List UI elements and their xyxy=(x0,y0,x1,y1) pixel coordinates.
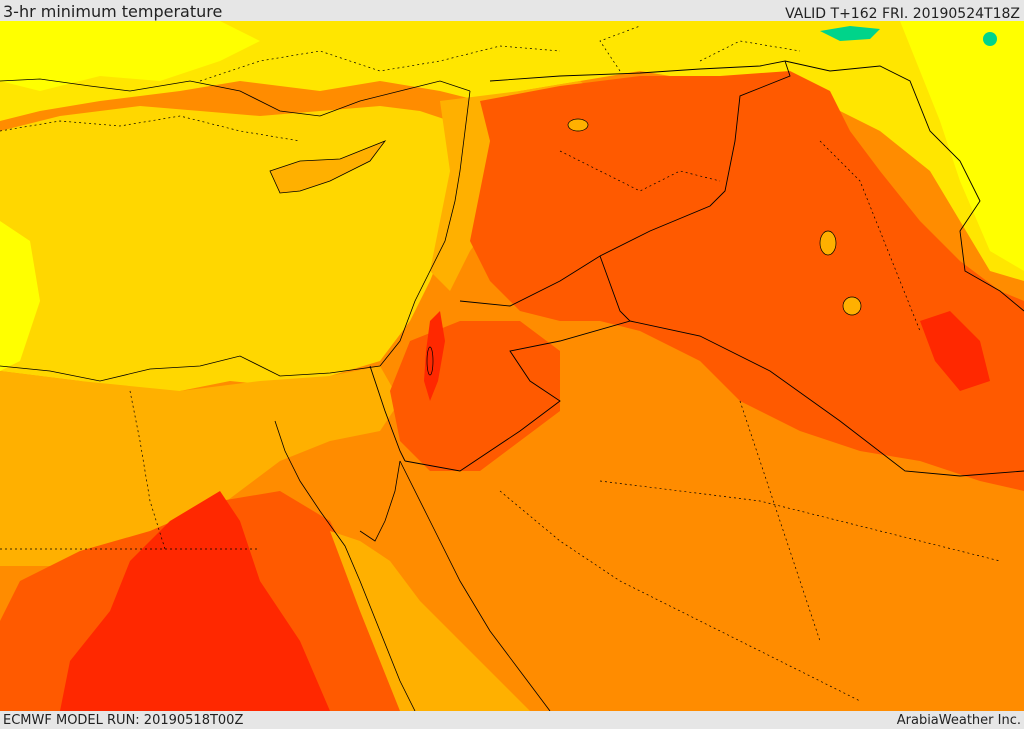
map-canvas xyxy=(0,21,1024,711)
field-green-dot xyxy=(983,32,997,46)
border-iraq-saudi xyxy=(629,320,1024,477)
dead-sea xyxy=(426,346,434,376)
field-west-yellow xyxy=(0,221,40,371)
lake-razzaza xyxy=(842,296,862,316)
header-bar: 3-hr minimum temperature VALID T+162 FRI… xyxy=(0,0,1024,22)
coastline-sinai-west xyxy=(274,420,416,711)
footer-bar: ECMWF MODEL RUN: 20190518T00Z ArabiaWeat… xyxy=(0,711,1024,729)
admin-boundaries xyxy=(0,25,1001,702)
lake-assad xyxy=(567,118,589,132)
field-amber-coast xyxy=(0,366,400,566)
coastline-aqaba xyxy=(359,460,401,542)
model-run-label: ECMWF MODEL RUN: 20190518T00Z xyxy=(3,713,244,728)
coastline-turkey xyxy=(0,78,471,117)
valid-time: VALID T+162 FRI. 20190524T18Z xyxy=(785,6,1020,22)
field-mediterranean xyxy=(0,106,460,391)
field-red-deadsea xyxy=(424,311,445,401)
field-red-iraq xyxy=(920,311,990,391)
field-dark-orange-syria-iraq xyxy=(470,71,1024,491)
temperature-map xyxy=(0,21,1024,711)
credit-label: ArabiaWeather Inc. xyxy=(896,713,1021,728)
border-syria-iraq xyxy=(459,60,791,307)
island-cyprus xyxy=(269,140,387,194)
field-red-egypt xyxy=(60,491,330,711)
lake-tharthar xyxy=(819,230,837,256)
border-iraq-iran xyxy=(784,60,1024,312)
coastline-levant xyxy=(379,90,471,367)
field-yellow-bright-ne xyxy=(900,21,1024,271)
coastline-red-sea-east xyxy=(399,460,551,711)
map-title: 3-hr minimum temperature xyxy=(3,2,223,21)
border-jordan-iraq-saudi xyxy=(404,255,631,472)
border-egypt-israel xyxy=(369,365,406,462)
coastline-egypt xyxy=(0,355,381,382)
field-green-spot xyxy=(820,26,880,41)
field-yellow-bright xyxy=(0,21,260,91)
field-red-sea xyxy=(330,531,530,711)
